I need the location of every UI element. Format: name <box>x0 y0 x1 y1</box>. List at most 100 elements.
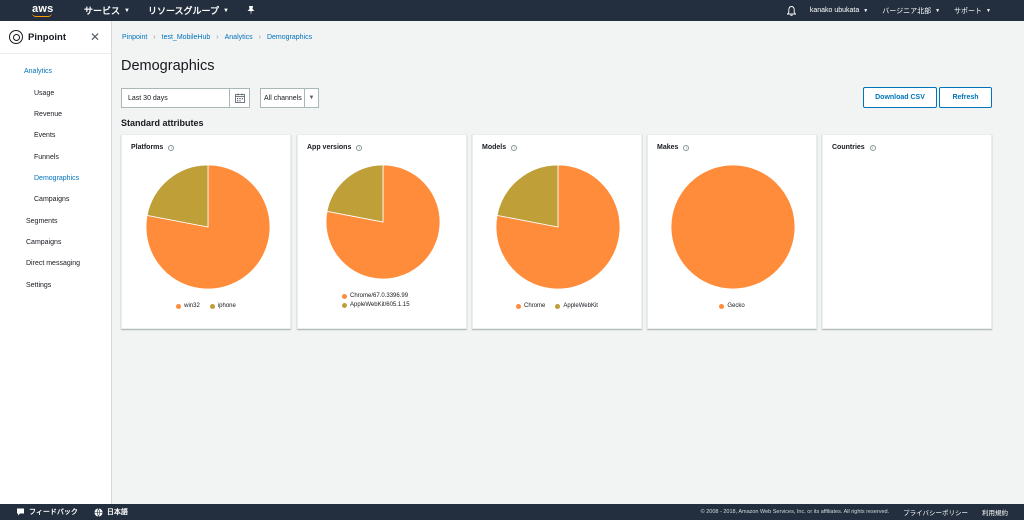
calendar-icon[interactable] <box>229 89 249 107</box>
footer: フィードバック 日本語 © 2008 - 2018, Amazon Web Se… <box>0 504 1024 520</box>
models-card: Models i Chrome AppleWebKit <box>472 134 642 329</box>
bell-icon[interactable] <box>786 5 796 16</box>
sidebar-item-funnels[interactable]: Funnels <box>34 154 59 161</box>
language-selector[interactable]: 日本語 <box>94 507 128 517</box>
card-title: App versions i <box>307 144 363 151</box>
speech-bubble-icon <box>17 508 24 516</box>
sidebar: Pinpoint ✕ Analytics Usage Revenue Event… <box>0 21 112 504</box>
download-csv-button[interactable]: Download CSV <box>863 87 937 108</box>
breadcrumb-item[interactable]: test_MobileHub <box>161 34 211 41</box>
countries-card: Countries i <box>822 134 992 329</box>
pie-slice-applewebkit[interactable] <box>496 165 559 228</box>
breadcrumb-item[interactable]: Analytics <box>224 34 253 41</box>
legend-item: AppleWebKit <box>555 303 598 309</box>
info-icon[interactable]: i <box>168 144 175 151</box>
pin-icon[interactable] <box>247 6 255 15</box>
chevron-down-icon: ▼ <box>935 7 941 14</box>
card-title-text: Makes <box>657 144 679 151</box>
feedback-link[interactable]: フィードバック <box>16 507 78 517</box>
sidebar-title: Pinpoint <box>28 31 66 43</box>
feedback-label: フィードバック <box>29 509 78 516</box>
chart-legend: win32 iphone <box>122 303 290 309</box>
sidebar-item-analytics-campaigns[interactable]: Campaigns <box>34 196 70 203</box>
legend-label: AppleWebKit/605.1.15 <box>350 302 410 308</box>
legend-dot <box>516 303 522 309</box>
refresh-button[interactable]: Refresh <box>939 87 992 108</box>
support-menu[interactable]: サポート ▼ <box>954 6 991 16</box>
legend-item: Gecko <box>719 303 745 309</box>
card-title: Models i <box>482 144 518 151</box>
breadcrumb-item[interactable]: Demographics <box>266 34 313 41</box>
copyright-text: © 2008 - 2018, Amazon Web Services, Inc.… <box>700 509 890 515</box>
page-title: Demographics <box>121 58 215 74</box>
info-icon[interactable]: i <box>869 144 876 151</box>
sidebar-header: Pinpoint ✕ <box>0 21 111 54</box>
privacy-policy-link[interactable]: プライバシーポリシー <box>903 510 968 517</box>
info-icon[interactable]: i <box>356 144 363 151</box>
models-pie-chart <box>496 165 620 289</box>
user-menu[interactable]: kanako ubukata ▼ <box>810 7 868 14</box>
date-range-picker[interactable]: Last 30 days <box>121 88 250 108</box>
legend-dot <box>176 303 182 309</box>
sidebar-item-settings[interactable]: Settings <box>26 282 52 289</box>
card-title-text: Countries <box>832 144 865 151</box>
language-label: 日本語 <box>106 509 128 516</box>
legend-item: iphone <box>209 303 236 309</box>
legend-label: AppleWebKit <box>563 303 598 309</box>
globe-icon <box>94 507 103 517</box>
services-menu[interactable]: サービス ▼ <box>84 4 130 17</box>
services-label: サービス <box>84 6 121 16</box>
aws-logo[interactable]: aws <box>0 4 54 17</box>
region-label: バージニア北部 <box>882 7 932 15</box>
card-title-text: Models <box>482 144 507 151</box>
pie-slice-iphone[interactable] <box>146 165 209 228</box>
support-label: サポート <box>954 7 983 15</box>
pie-slice-gecko[interactable] <box>671 165 795 289</box>
pie-slice-applewebkit-605-1-15[interactable] <box>326 165 384 223</box>
channel-value: All channels <box>264 94 302 102</box>
card-title: Countries i <box>832 144 876 151</box>
info-icon[interactable]: i <box>511 144 518 151</box>
channel-select[interactable]: All channels ▼ <box>260 88 319 108</box>
app-versions-card: App versions i Chrome/67.0.3396.99 Apple… <box>297 134 467 329</box>
makes-card: Makes i Gecko <box>647 134 817 329</box>
chart-legend: Chrome/67.0.3396.99 AppleWebKit/605.1.15 <box>298 293 466 308</box>
sidebar-item-analytics[interactable]: Analytics <box>24 68 53 75</box>
legend-dot <box>209 303 215 309</box>
legend-label: Gecko <box>727 303 745 309</box>
top-nav: aws サービス ▼ リソースグループ ▼ kanako ubukata ▼ バ… <box>0 0 1024 21</box>
sidebar-item-segments[interactable]: Segments <box>26 218 58 225</box>
legend-dot <box>342 293 347 299</box>
makes-pie-chart <box>671 165 795 289</box>
sidebar-item-demographics[interactable]: Demographics <box>34 175 80 182</box>
chevron-right-icon: › <box>216 34 219 41</box>
breadcrumb-item[interactable]: Pinpoint <box>122 34 148 41</box>
resource-groups-menu[interactable]: リソースグループ ▼ <box>148 4 229 17</box>
sidebar-item-direct-messaging[interactable]: Direct messaging <box>26 260 81 267</box>
sidebar-item-revenue[interactable]: Revenue <box>34 111 63 118</box>
legend-dot <box>719 303 725 309</box>
chart-legend: Gecko <box>648 303 816 309</box>
chevron-down-icon: ▼ <box>222 7 229 14</box>
user-label: kanako ubukata <box>809 7 860 14</box>
legend-label: Chrome <box>524 303 546 309</box>
card-title-text: App versions <box>307 144 352 151</box>
legend-item: Chrome/67.0.3396.99 <box>342 293 408 299</box>
legend-dot <box>342 302 347 308</box>
chevron-down-icon: ▼ <box>124 7 130 14</box>
terms-link[interactable]: 利用規約 <box>982 510 1008 517</box>
info-icon[interactable]: i <box>683 144 690 151</box>
region-menu[interactable]: バージニア北部 ▼ <box>882 6 940 16</box>
aws-logo-text: aws <box>32 3 54 15</box>
chevron-right-icon: › <box>153 34 156 41</box>
sidebar-item-events[interactable]: Events <box>34 132 56 139</box>
chevron-right-icon: › <box>258 34 261 41</box>
chevron-down-icon: ▼ <box>863 7 869 14</box>
platforms-card: Platforms i win32 iphone <box>121 134 291 329</box>
pie-slice-chrome-67-0-3396-99[interactable] <box>326 165 440 279</box>
section-title: Standard attributes <box>121 118 204 128</box>
sidebar-item-usage[interactable]: Usage <box>34 90 55 97</box>
legend-label: win32 <box>184 303 200 309</box>
sidebar-item-campaigns[interactable]: Campaigns <box>26 239 62 246</box>
close-icon[interactable]: ✕ <box>89 30 100 44</box>
